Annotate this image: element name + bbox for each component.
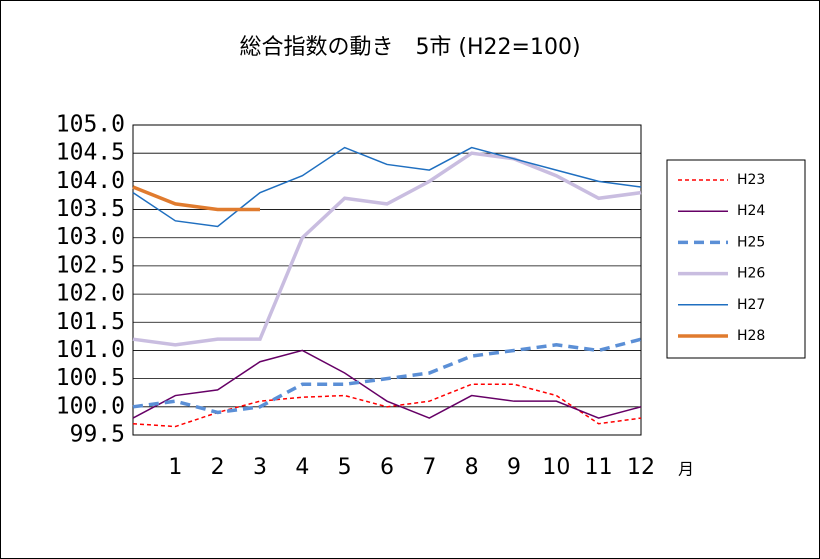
y-tick-label: 105.0 <box>56 112 125 138</box>
y-tick-label: 101.0 <box>56 337 125 363</box>
y-tick-label: 99.5 <box>70 422 125 448</box>
x-tick-label: 7 <box>422 455 436 480</box>
x-tick-label: 11 <box>585 455 613 480</box>
y-tick-label: 103.0 <box>56 224 125 250</box>
legend-label: H25 <box>737 234 765 250</box>
y-tick-label: 104.0 <box>56 168 125 194</box>
series-line <box>132 151 642 347</box>
legend-label: H23 <box>737 172 765 188</box>
x-tick-label: 9 <box>507 455 521 480</box>
series-line <box>132 349 642 419</box>
y-tick-label: 102.5 <box>56 252 125 278</box>
y-tick-label: 100.5 <box>56 365 125 391</box>
y-tick-label: 100.0 <box>56 393 125 419</box>
x-tick-label: 4 <box>295 455 309 480</box>
series-line <box>132 185 260 212</box>
x-tick-label: 12 <box>627 455 655 480</box>
plot-border <box>132 124 642 436</box>
legend-label: H24 <box>737 203 765 219</box>
y-tick-label: 102.0 <box>56 281 125 307</box>
x-axis-label: 月 <box>678 460 694 479</box>
legend-label: H27 <box>737 297 765 313</box>
legend-label: H28 <box>737 328 765 344</box>
legend-box <box>666 159 806 359</box>
x-tick-label: 10 <box>542 455 570 480</box>
y-tick-label: 103.5 <box>56 196 125 222</box>
x-tick-label: 2 <box>211 455 225 480</box>
y-tick-label: 104.5 <box>56 140 125 166</box>
legend-label: H26 <box>737 266 765 282</box>
series-line <box>132 337 642 415</box>
chart-title: 総合指数の動き 5市 (H22=100) <box>239 35 580 60</box>
y-tick-label: 101.5 <box>56 309 125 335</box>
x-tick-label: 1 <box>168 455 182 480</box>
x-tick-label: 3 <box>253 455 267 480</box>
x-tick-label: 5 <box>338 455 352 480</box>
x-tick-label: 8 <box>465 455 479 480</box>
plot-area <box>133 125 641 435</box>
x-tick-label: 6 <box>380 455 394 480</box>
series-line <box>132 146 642 228</box>
